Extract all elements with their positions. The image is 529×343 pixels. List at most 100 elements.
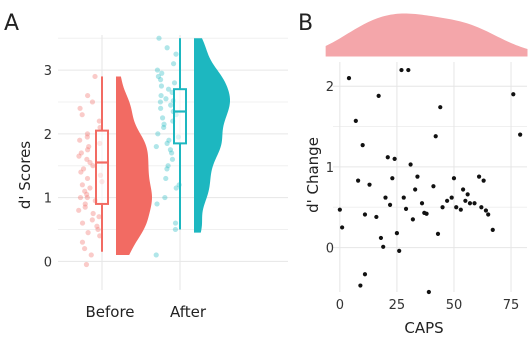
panel-b-y-axis-title: d' Change <box>304 137 322 213</box>
panel-a-point-before <box>83 261 90 268</box>
panel-a-point-after <box>164 166 170 172</box>
panel-b-point <box>337 207 342 212</box>
panel-a-point-before <box>79 239 86 245</box>
panel-b-x-axis-title: CAPS <box>404 319 443 337</box>
panel-a-point-after <box>159 70 165 76</box>
panel-b-point <box>392 156 397 161</box>
panel-b-point <box>438 105 443 110</box>
panel-b-x-tick-label: 0 <box>336 298 344 313</box>
panel-b-point <box>381 244 386 249</box>
panel-a-density-after <box>194 38 230 233</box>
panel-a-point-after <box>169 150 175 156</box>
panel-b-grid <box>333 62 527 292</box>
panel-a-point-after <box>158 105 164 111</box>
panel-a-point-before <box>89 99 96 105</box>
panel-b-point <box>483 208 489 213</box>
panel-a-point-before <box>84 175 91 182</box>
panel-a-point-after <box>166 137 172 143</box>
panel-b-point <box>454 205 459 210</box>
panel-a-point-before <box>95 226 101 233</box>
panel-b-point <box>367 182 372 187</box>
panel-a-point-before <box>96 214 102 220</box>
panel-b-point <box>445 198 450 203</box>
panel-b-y-tick-label: 2 <box>326 80 334 95</box>
panel-a-point-before <box>90 163 96 169</box>
panel-b-point <box>346 76 352 81</box>
panel-b-y-tick-label: 1 <box>326 161 334 176</box>
panel-b-point <box>356 178 361 183</box>
panel-b-point <box>481 178 486 183</box>
panel-a-point-before <box>85 230 91 236</box>
panel-a-y-axis-title: d' Scores <box>16 141 34 209</box>
panel-b-x-tick-label: 25 <box>389 298 406 313</box>
panel-a-point-before <box>89 217 95 223</box>
panel-b-point <box>362 212 368 217</box>
panel-b-point <box>465 192 470 197</box>
panel-b-point <box>413 187 418 192</box>
panel-a-point-before <box>82 204 88 210</box>
panel-b-point <box>467 201 473 206</box>
panel-b-point <box>463 198 468 203</box>
panel-b-point <box>408 162 413 167</box>
panel-b-point <box>458 207 463 212</box>
panel-a-point-after <box>153 252 159 258</box>
panel-b-point <box>419 201 425 206</box>
panel-b-point <box>383 195 388 200</box>
panel-b-point <box>424 211 429 216</box>
panel-a-point-before <box>82 188 88 194</box>
panel-a-y-ticks: 0 1 2 3 <box>44 64 52 270</box>
panel-a-point-before <box>90 210 96 217</box>
panel-b-point <box>451 176 457 181</box>
panel-b-point <box>397 248 402 253</box>
panel-a-y-tick-label: 2 <box>44 128 52 143</box>
panel-a-y-tick-label: 0 <box>44 255 52 270</box>
panel-a-marks <box>76 35 230 268</box>
panel-b-points <box>337 67 523 295</box>
panel-b-point <box>378 235 384 241</box>
panel-a-point-after <box>173 185 179 191</box>
panel-a-point-after <box>155 131 161 137</box>
panel-b-point <box>390 176 395 181</box>
panel-a-point-before <box>85 92 91 99</box>
panel-a-point-after <box>155 73 162 80</box>
panel-a-point-before <box>86 143 92 150</box>
panel-b-point <box>358 283 363 288</box>
panel-a-point-after <box>158 83 165 89</box>
panel-b-point <box>394 230 400 236</box>
panel-a-point-before <box>78 150 84 156</box>
panel-a-box-before <box>95 129 109 205</box>
panel-a-point-after <box>168 102 174 108</box>
panel-a-point-after <box>164 140 170 146</box>
panel-a-point-before <box>84 131 91 137</box>
panel-a-point-after <box>157 77 164 83</box>
panel-b-point <box>406 67 411 73</box>
panel-b-label: B <box>298 11 313 36</box>
panel-a-point-before <box>76 207 82 213</box>
panel-b-point <box>340 225 345 230</box>
panel-a-point-before <box>80 166 87 172</box>
panel-b-marginal-density <box>325 13 528 57</box>
panel-a-point-before <box>85 147 91 153</box>
panel-b-x-tick-label: 50 <box>446 298 463 313</box>
panel-a-point-after <box>163 175 169 182</box>
panel-b-point <box>376 93 381 98</box>
panel-a-point-after <box>157 99 164 105</box>
panel-b-density-area <box>325 13 528 57</box>
panel-a-point-before <box>78 169 84 175</box>
panel-a-point-before <box>96 118 102 124</box>
panel-b-point <box>387 202 393 207</box>
panel-a-point-before <box>77 105 83 111</box>
panel-a-point-before <box>79 112 85 118</box>
panel-a-box-after <box>173 88 187 145</box>
panel-a-point-before <box>87 159 93 166</box>
panel-a-point-after <box>161 121 167 127</box>
panel-a-point-after <box>171 80 178 86</box>
panel-a-point-after <box>162 194 168 201</box>
panel-a: A d' Scores 0 1 2 3 Before After <box>4 11 288 321</box>
panel-a-point-after <box>163 96 169 102</box>
panel-a-point-after <box>154 201 160 207</box>
panel-a-point-after <box>164 45 170 51</box>
panel-b-point <box>518 132 523 137</box>
panel-b-point <box>403 206 409 211</box>
